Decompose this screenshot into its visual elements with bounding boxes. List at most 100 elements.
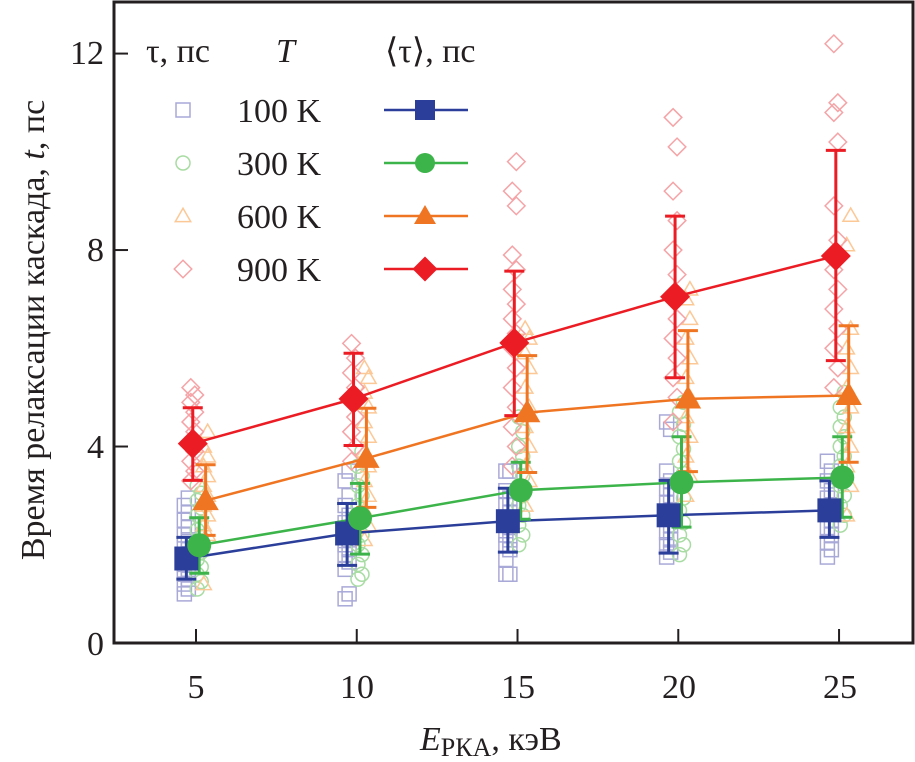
individual-point-diamond — [345, 348, 366, 368]
individual-point-triangle — [837, 417, 856, 434]
legend-label: 100 K — [237, 93, 322, 130]
x-tick-label: 5 — [188, 669, 205, 706]
individual-point-triangle — [359, 486, 378, 502]
mean-point-triangle — [353, 445, 380, 468]
x-tick-label: 20 — [662, 669, 696, 706]
mean-point-circle — [187, 533, 212, 558]
mean-point-circle — [669, 470, 694, 495]
individual-point-diamond — [828, 92, 848, 113]
individual-point-triangle — [516, 344, 535, 360]
individual-point-diamond — [506, 436, 527, 457]
individual-point-triangle — [841, 319, 860, 335]
individual-point-triangle — [516, 378, 535, 394]
x-axis-title: EРКА, кэВ — [419, 721, 562, 762]
individual-point-diamond — [667, 309, 687, 329]
individual-point-diamond — [180, 377, 201, 398]
legend-mean-marker — [415, 153, 435, 173]
individual-point-triangle — [841, 206, 860, 223]
y-axis-unit: , пс — [15, 100, 52, 150]
individual-point-square — [658, 463, 675, 479]
mean-point-circle — [830, 465, 855, 490]
individual-point-triangle — [841, 358, 860, 375]
mean-point-diamond — [499, 327, 530, 358]
y-tick-label: 4 — [87, 429, 104, 466]
x-axis-var: E — [419, 721, 441, 758]
y-axis-var: t — [15, 149, 52, 160]
individual-point-circle — [510, 537, 527, 553]
mean-point-triangle — [513, 399, 541, 423]
individual-point-diamond — [663, 328, 683, 349]
legend-label: 600 K — [237, 199, 322, 236]
individual-point-triangle — [680, 280, 699, 296]
individual-point-diamond — [502, 377, 523, 398]
individual-point-diamond — [341, 421, 362, 442]
individual-point-square — [337, 591, 353, 607]
legend-individual-marker — [173, 206, 193, 223]
x-axis-subscript: РКА — [441, 733, 492, 762]
individual-point-square — [337, 473, 353, 489]
individual-point-diamond — [506, 294, 527, 314]
individual-point-square — [498, 551, 514, 568]
individual-point-triangle — [198, 422, 217, 439]
individual-point-diamond — [341, 363, 362, 383]
individual-point-triangle — [680, 309, 699, 326]
individual-point-diamond — [828, 279, 848, 300]
y-tick-label: 8 — [87, 232, 104, 269]
individual-point-triangle — [359, 427, 378, 444]
legend-label: 900 K — [237, 252, 322, 289]
y-axis-title: Время релаксации каскада, t, пс — [15, 100, 52, 560]
individual-point-triangle — [676, 329, 695, 345]
individual-point-triangle — [520, 358, 539, 375]
individual-point-square — [498, 463, 514, 479]
mean-point-diamond — [660, 281, 691, 312]
x-tick-label: 10 — [340, 669, 374, 706]
mean-point-square — [495, 509, 520, 534]
mean-series-layer — [174, 148, 862, 581]
y-tick-label: 0 — [87, 626, 104, 663]
legend-rows: 100 K 300 K 600 K 900 K — [237, 93, 322, 289]
legend-header-mean: ⟨τ⟩, пс — [385, 33, 475, 70]
individual-point-diamond — [663, 181, 683, 201]
individual-point-diamond — [824, 338, 844, 359]
y-tick-labels: 0 4 8 12 — [70, 35, 104, 663]
legend-individual-marker — [175, 155, 191, 171]
legend-mean-marker — [415, 100, 435, 120]
legend-header-temperature: T — [276, 33, 297, 70]
individual-point-triangle — [516, 417, 535, 434]
axis-ticks — [114, 52, 841, 644]
mean-point-diamond — [338, 383, 369, 414]
y-tick-label: 12 — [70, 35, 104, 72]
individual-point-diamond — [667, 210, 687, 231]
individual-point-diamond — [824, 196, 844, 216]
individual-point-square — [337, 497, 353, 514]
individual-point-diamond — [824, 33, 844, 54]
mean-point-triangle — [192, 487, 219, 511]
individual-point-triangle — [198, 466, 217, 483]
individual-point-square — [502, 566, 518, 582]
individual-point-diamond — [663, 240, 683, 260]
individual-point-triangle — [198, 506, 217, 522]
individual-point-triangle — [841, 398, 860, 414]
mean-point-square — [656, 503, 681, 528]
individual-point-diamond — [663, 367, 683, 388]
y-axis-label: Время релаксации каскада, — [15, 160, 52, 561]
legend-header-individual: τ, пс — [146, 33, 210, 70]
individual-point-diamond — [502, 417, 523, 437]
individual-point-diamond — [667, 264, 687, 285]
legend-markers — [173, 100, 468, 282]
mean-point-diamond — [177, 428, 208, 459]
individual-point-triangle — [359, 398, 378, 414]
individual-point-diamond — [345, 436, 366, 457]
individual-point-diamond — [506, 259, 527, 280]
legend: τ, пс T ⟨τ⟩, пс 100 K 300 K 600 K 900 K — [146, 33, 475, 289]
individual-point-circle — [354, 487, 370, 504]
individual-point-diamond — [341, 451, 362, 472]
individual-point-diamond — [506, 358, 527, 378]
individual-point-diamond — [828, 358, 848, 378]
individual-point-diamond — [502, 181, 523, 201]
individual-point-square — [658, 414, 675, 430]
individual-point-diamond — [184, 385, 205, 405]
individual-point-square — [819, 453, 836, 470]
mean-point-square — [817, 498, 842, 523]
